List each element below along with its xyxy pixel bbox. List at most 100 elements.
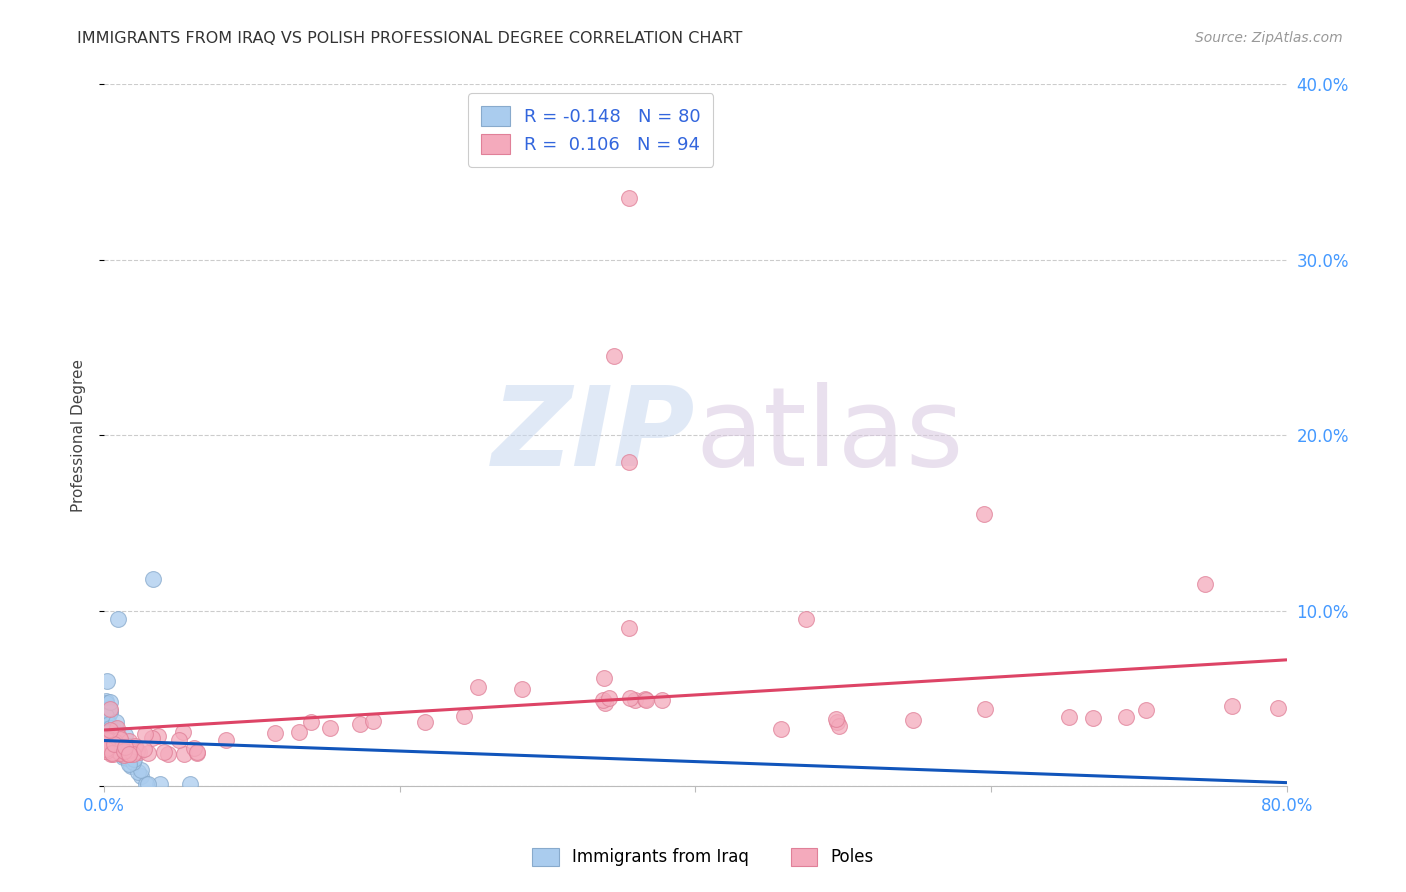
Point — [1267, 701, 1289, 715]
Point — [96, 673, 118, 688]
Point — [149, 777, 172, 791]
Point — [94, 739, 117, 754]
Point — [98, 723, 121, 737]
Point — [617, 621, 640, 635]
Point — [825, 713, 848, 727]
Point — [100, 732, 122, 747]
Point — [593, 671, 616, 685]
Point — [98, 702, 121, 716]
Point — [103, 745, 125, 759]
Point — [104, 735, 127, 749]
Point — [794, 612, 817, 626]
Point — [103, 734, 125, 748]
Point — [592, 693, 614, 707]
Point — [94, 709, 117, 723]
Point — [96, 726, 118, 740]
Point — [98, 737, 121, 751]
Point — [146, 729, 169, 743]
Point — [173, 747, 195, 761]
Point — [98, 705, 121, 719]
Point — [118, 743, 141, 757]
Point — [122, 755, 145, 769]
Point — [157, 747, 180, 762]
Point — [827, 719, 849, 733]
Point — [349, 716, 371, 731]
Point — [97, 743, 120, 757]
Point — [103, 737, 125, 751]
Point — [104, 739, 127, 754]
Point — [101, 747, 124, 761]
Point — [94, 744, 117, 758]
Point — [97, 725, 120, 739]
Point — [413, 715, 436, 730]
Point — [263, 725, 285, 739]
Point — [1222, 698, 1244, 713]
Point — [112, 743, 135, 757]
Point — [107, 739, 129, 754]
Point — [97, 740, 120, 755]
Point — [1135, 703, 1157, 717]
Point — [97, 729, 120, 743]
Point — [299, 714, 322, 729]
Point — [141, 731, 163, 745]
Point — [172, 724, 194, 739]
Text: atlas: atlas — [696, 382, 965, 489]
Point — [108, 739, 131, 754]
Point — [94, 702, 117, 716]
Point — [510, 681, 533, 696]
Point — [98, 725, 121, 739]
Point — [97, 742, 120, 756]
Point — [112, 747, 135, 762]
Point — [186, 745, 208, 759]
Point — [467, 680, 489, 694]
Point — [114, 740, 136, 755]
Point — [103, 734, 125, 748]
Point — [623, 693, 645, 707]
Point — [104, 722, 127, 736]
Point — [124, 739, 146, 753]
Point — [120, 758, 142, 772]
Text: Source: ZipAtlas.com: Source: ZipAtlas.com — [1195, 31, 1343, 45]
Point — [104, 737, 127, 751]
Point — [117, 747, 139, 761]
Point — [94, 710, 117, 724]
Point — [100, 724, 122, 739]
Point — [101, 736, 124, 750]
Point — [651, 693, 673, 707]
Point — [770, 722, 793, 736]
Point — [103, 727, 125, 741]
Point — [186, 746, 208, 760]
Point — [111, 747, 134, 761]
Point — [118, 739, 141, 754]
Point — [94, 744, 117, 758]
Point — [96, 723, 118, 738]
Point — [97, 725, 120, 739]
Point — [94, 715, 117, 730]
Point — [96, 723, 118, 738]
Point — [973, 702, 995, 716]
Point — [97, 730, 120, 744]
Point — [114, 738, 136, 752]
Point — [593, 696, 616, 710]
Point — [107, 739, 129, 753]
Point — [287, 724, 309, 739]
Point — [603, 349, 626, 363]
Point — [111, 749, 134, 764]
Point — [98, 723, 121, 737]
Text: IMMIGRANTS FROM IRAQ VS POLISH PROFESSIONAL DEGREE CORRELATION CHART: IMMIGRANTS FROM IRAQ VS POLISH PROFESSIO… — [77, 31, 742, 46]
Point — [167, 732, 190, 747]
Point — [118, 757, 141, 772]
Point — [98, 701, 121, 715]
Point — [114, 729, 136, 743]
Point — [100, 747, 122, 761]
Point — [98, 724, 121, 739]
Point — [117, 747, 139, 761]
Point — [617, 454, 640, 468]
Point — [107, 612, 129, 626]
Point — [1194, 577, 1216, 591]
Point — [96, 732, 118, 747]
Point — [96, 721, 118, 735]
Point — [183, 740, 205, 755]
Point — [1057, 710, 1080, 724]
Point — [96, 706, 118, 721]
